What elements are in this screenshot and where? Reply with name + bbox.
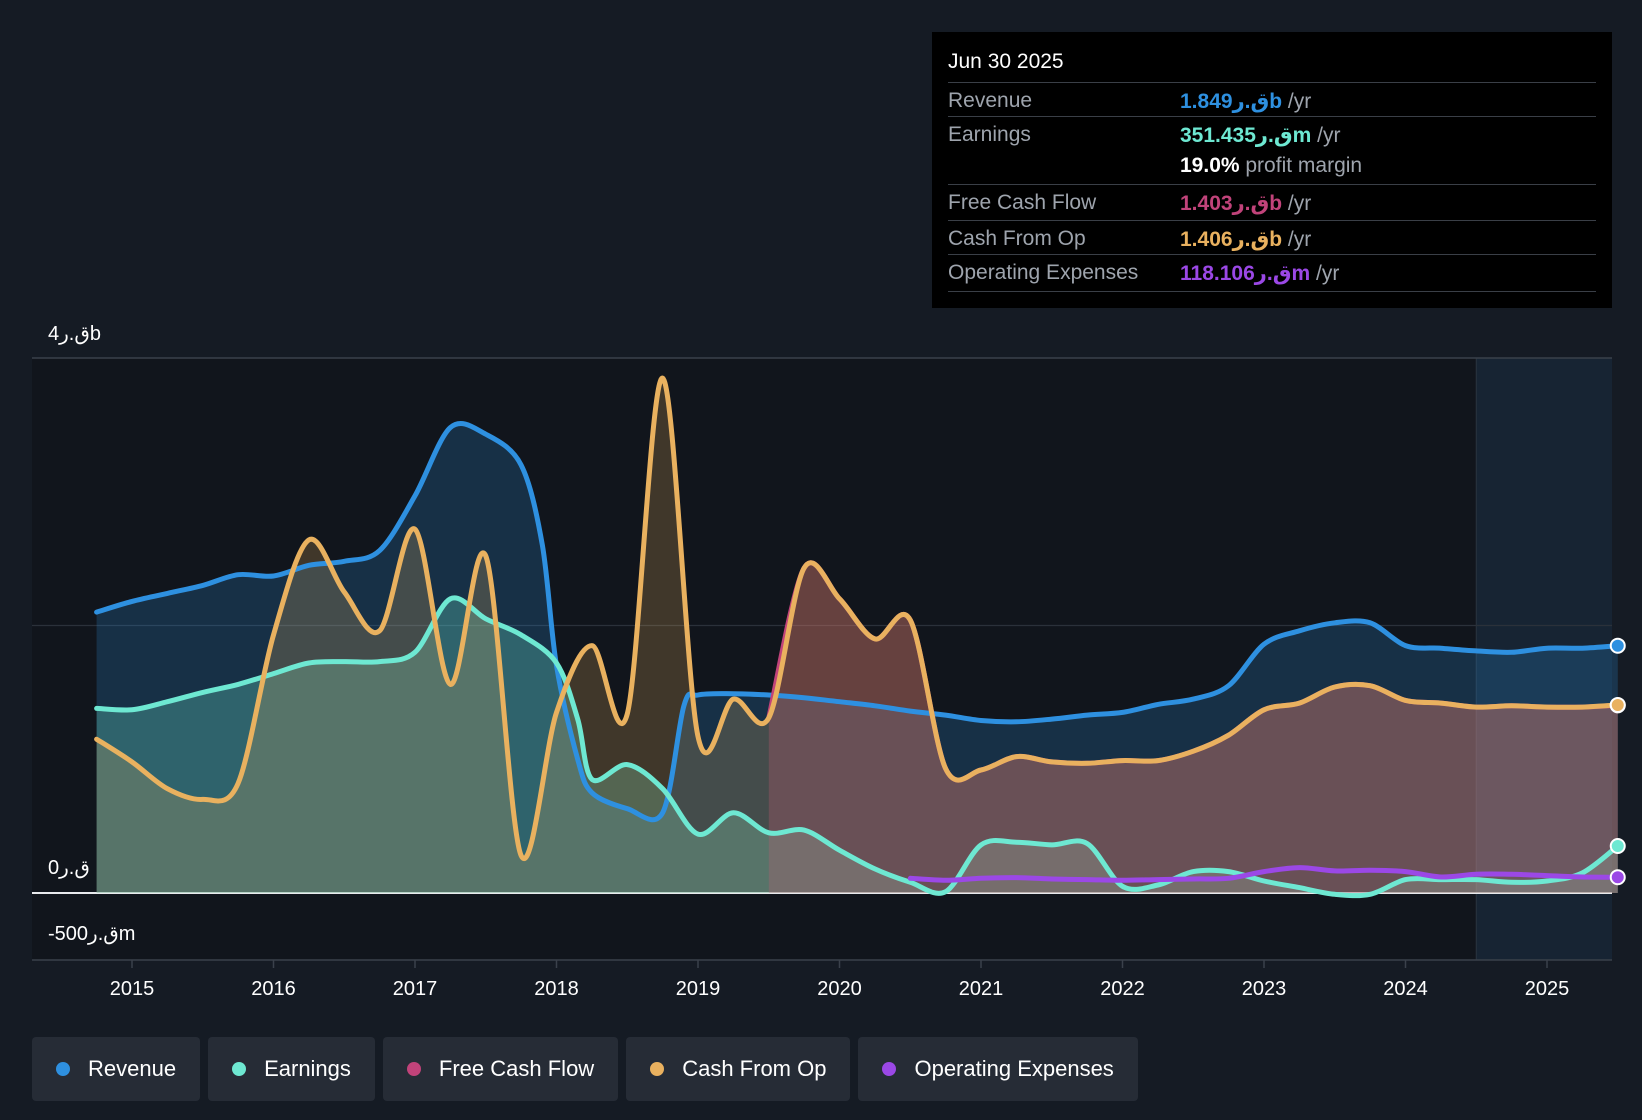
tooltip-profit-margin: 19.0% profit margin [1180, 154, 1363, 177]
legend-label: Free Cash Flow [438, 1056, 595, 1081]
operating-expenses-endpoint [1609, 869, 1626, 886]
x-tick-label: 2024 [1383, 978, 1428, 1000]
tooltip-row-value: 118.106ق.رm /yr [1180, 262, 1340, 285]
legend-dot-icon [406, 1062, 421, 1076]
earnings-area [96, 597, 1618, 896]
legend: Revenue Earnings Free Cash Flow Cash Fro… [32, 1037, 1138, 1101]
revenue-line [94, 421, 1621, 823]
tooltip-row-value: 351.435ق.رm /yr [1180, 124, 1341, 147]
tooltip-row-earnings: Earnings 351.435ق.رm /yr [948, 116, 1596, 147]
plot-background [32, 358, 1612, 960]
x-tick-label: 2017 [393, 978, 438, 1000]
tooltip-row-value: 1.406ق.رb /yr [1180, 228, 1312, 251]
tooltip-row-value: 1.849ق.رb /yr [1180, 90, 1312, 113]
legend-label: Cash From Op [682, 1056, 827, 1081]
x-tick-label: 2020 [817, 978, 862, 1000]
legend-label: Operating Expenses [914, 1056, 1114, 1081]
tooltip-row-cash-from-op: Cash From Op 1.406ق.رb /yr [948, 220, 1596, 251]
tooltip-panel: Jun 30 2025 Revenue 1.849ق.رb /yr Earnin… [932, 32, 1612, 308]
y-axis-label-top: 4ق.رb [48, 323, 101, 345]
x-tick-label: 2016 [251, 978, 296, 1000]
x-tick-label: 2019 [676, 978, 721, 1000]
tooltip-row-revenue: Revenue 1.849ق.رb /yr [948, 82, 1596, 113]
tooltip-row-label: Free Cash Flow [948, 191, 1097, 214]
legend-item-free-cash-flow[interactable]: Free Cash Flow [382, 1037, 619, 1101]
revenue-area [96, 423, 1618, 893]
x-tick-label: 2018 [534, 978, 579, 1000]
legend-dot-icon [650, 1062, 665, 1076]
tooltip-row-label: Revenue [948, 89, 1033, 112]
y-axis-label-zero: 0ق.ر [48, 857, 90, 879]
legend-label: Revenue [88, 1056, 177, 1081]
revenue-endpoint [1609, 637, 1626, 654]
x-tick-label: 2021 [959, 978, 1004, 1000]
legend-label: Earnings [264, 1056, 351, 1081]
earnings-endpoint [1609, 837, 1626, 854]
x-tick-label: 2023 [1242, 978, 1287, 1000]
tooltip-row-label: Operating Expenses [948, 261, 1139, 284]
legend-dot-icon [882, 1062, 897, 1076]
tooltip-row-label: Cash From Op [948, 227, 1086, 250]
x-tick-label: 2022 [1100, 978, 1145, 1000]
y-axis-label-bottom: -500ق.رm [48, 923, 135, 945]
legend-item-cash-from-op[interactable]: Cash From Op [626, 1037, 851, 1101]
earnings-line [94, 595, 1621, 899]
free-cash-flow-area [768, 562, 1618, 893]
tooltip-row-label: Earnings [948, 123, 1031, 146]
cash-from-op-area [96, 378, 1618, 893]
legend-item-earnings[interactable]: Earnings [208, 1037, 375, 1101]
legend-dot-icon [232, 1062, 247, 1076]
operating-expenses-line [907, 865, 1621, 883]
legend-item-operating-expenses[interactable]: Operating Expenses [858, 1037, 1138, 1101]
forecast-region [1476, 358, 1612, 960]
tooltip-row-free-cash-flow: Free Cash Flow 1.403ق.رb /yr [948, 184, 1596, 215]
tooltip-date: Jun 30 2025 [948, 50, 1064, 73]
legend-dot-icon [56, 1062, 70, 1076]
x-tick-label: 2015 [110, 978, 155, 1000]
tooltip-row-value: 1.403ق.رb /yr [1180, 192, 1312, 215]
x-tick-label: 2025 [1525, 978, 1570, 1000]
cash-from-op-line [94, 375, 1621, 861]
tooltip-row-operating-expenses: Operating Expenses 118.106ق.رm /yr [948, 254, 1596, 292]
legend-item-revenue[interactable]: Revenue [32, 1037, 201, 1101]
cash-from-op-endpoint [1609, 696, 1626, 713]
